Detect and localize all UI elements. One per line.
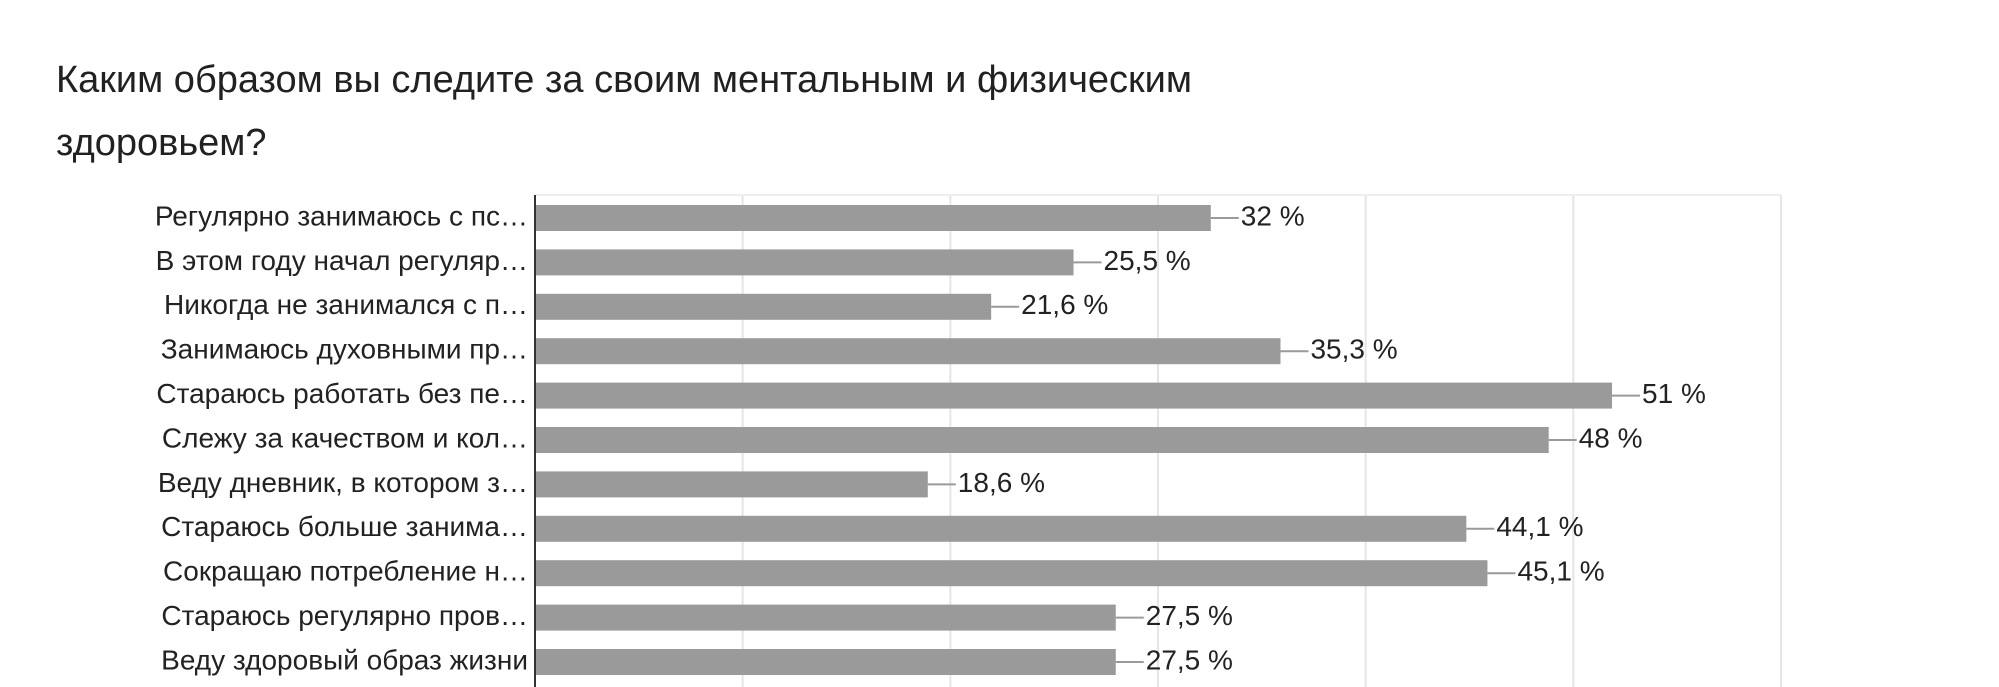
bar bbox=[535, 205, 1211, 231]
data-label: 25,5 % bbox=[1104, 245, 1191, 276]
data-label: 51 % bbox=[1642, 378, 1706, 409]
bar bbox=[535, 249, 1074, 276]
data-label: 45,1 % bbox=[1517, 556, 1604, 587]
y-tick-label: Сокращаю потребление н… bbox=[163, 556, 528, 587]
data-label: 21,6 % bbox=[1021, 289, 1108, 320]
chart-title: здоровьем? bbox=[56, 122, 267, 164]
data-label: 32 % bbox=[1241, 200, 1305, 231]
data-label: 48 % bbox=[1579, 422, 1643, 453]
data-label: 27,5 % bbox=[1146, 600, 1233, 631]
bar bbox=[535, 649, 1116, 675]
bar bbox=[535, 604, 1116, 631]
y-tick-label: В этом году начал регуляр… bbox=[156, 245, 528, 276]
y-tick-label: Никогда не занимался с п… bbox=[164, 289, 528, 320]
y-tick-label: Стараюсь регулярно пров… bbox=[161, 600, 528, 631]
data-label: 18,6 % bbox=[958, 467, 1045, 498]
data-label: 35,3 % bbox=[1310, 334, 1397, 365]
bar bbox=[535, 338, 1281, 365]
y-tick-label: Стараюсь работать без пе… bbox=[156, 378, 528, 409]
bar bbox=[535, 515, 1467, 542]
chart-title: Каким образом вы следите за своим ментал… bbox=[56, 59, 1192, 101]
y-tick-label: Стараюсь больше занима… bbox=[161, 511, 528, 542]
bar bbox=[535, 293, 992, 320]
y-tick-label: Веду здоровый образ жизни bbox=[161, 644, 528, 675]
data-label: 44,1 % bbox=[1496, 511, 1583, 542]
y-tick-label: Веду дневник, в котором з… bbox=[158, 467, 528, 498]
data-label: 27,5 % bbox=[1146, 644, 1233, 675]
y-tick-label: Регулярно занимаюсь с пс… bbox=[155, 200, 528, 231]
y-tick-label: Слежу за качеством и кол… bbox=[162, 422, 528, 453]
bar bbox=[535, 471, 928, 498]
bar bbox=[535, 382, 1613, 409]
bar bbox=[535, 427, 1549, 453]
bar bbox=[535, 560, 1488, 587]
y-tick-label: Занимаюсь духовными пр… bbox=[161, 334, 528, 365]
